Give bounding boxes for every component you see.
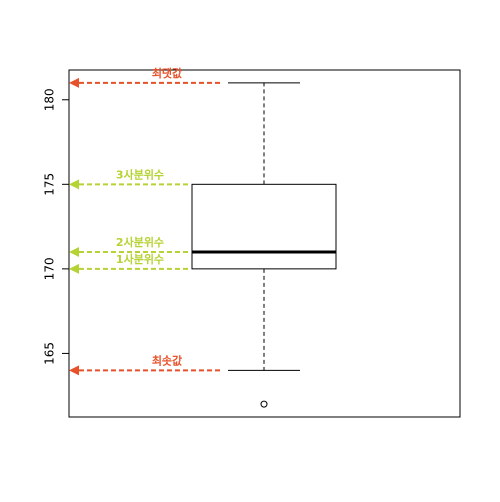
y-tick-label: 165 xyxy=(43,342,57,365)
arrow-head xyxy=(69,77,79,88)
annotation-label: 최솟값 xyxy=(152,353,182,367)
plot-frame xyxy=(68,69,461,418)
arrow-head xyxy=(69,365,79,376)
arrow-head xyxy=(69,246,79,257)
arrow-head xyxy=(69,179,79,190)
y-tick-label: 170 xyxy=(43,257,57,280)
outlier xyxy=(260,400,268,408)
annotation-label: 최댓값 xyxy=(152,66,182,80)
y-tick-label: 180 xyxy=(43,88,57,111)
annotation-label: 1사분위수 xyxy=(116,252,164,266)
annotation-label: 3사분위수 xyxy=(116,167,164,181)
y-tick-label: 175 xyxy=(43,173,57,196)
annotation-label: 2사분위수 xyxy=(116,235,164,249)
arrow-head xyxy=(69,263,79,274)
box xyxy=(191,183,337,270)
